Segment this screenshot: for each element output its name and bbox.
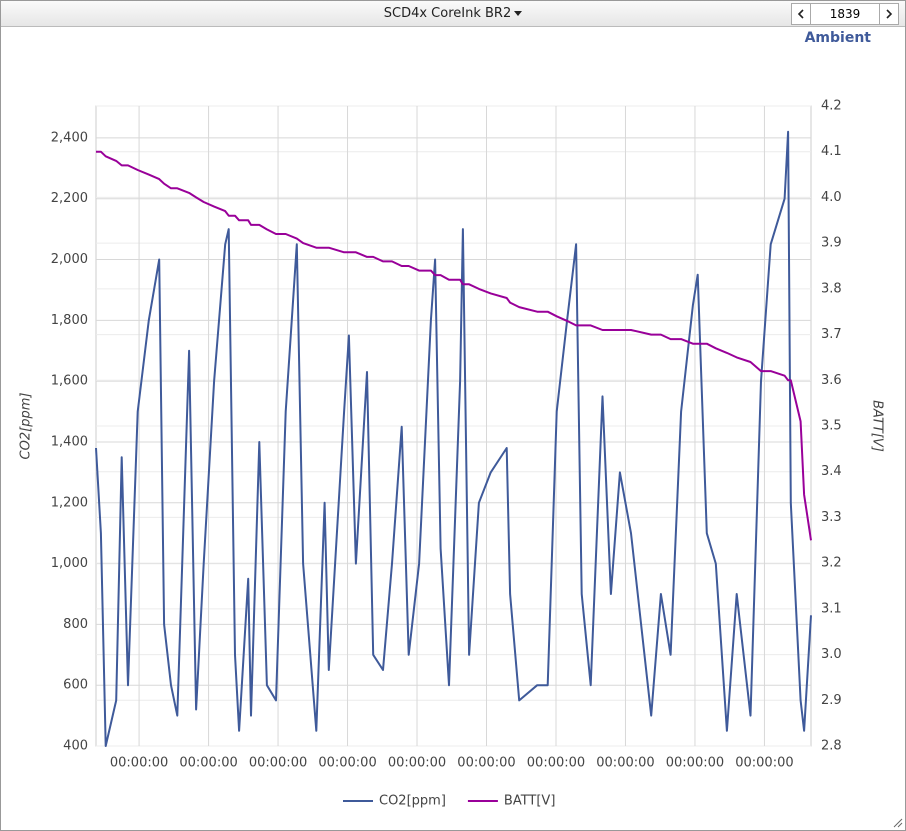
y-tick-label: 2,200 (51, 191, 88, 206)
prev-button[interactable] (792, 4, 810, 24)
x-tick-label: 00:00:00 (527, 756, 585, 771)
y-tick-label: 1,800 (51, 313, 88, 328)
y2-tick-label: 4.0 (821, 190, 842, 205)
y-tick-label: 1,400 (51, 434, 88, 449)
y-tick-label: 2,400 (51, 130, 88, 145)
panel-label: Ambient (804, 30, 871, 46)
x-tick-label: 00:00:00 (110, 756, 168, 771)
data-line (96, 150, 812, 541)
resize-grip[interactable] (893, 818, 903, 828)
y-tick-label: 400 (63, 739, 88, 754)
y-tick-label: 1,200 (51, 495, 88, 510)
device-select[interactable]: SCD4x CoreInk BR2 (1, 6, 905, 21)
y-tick-label: 2,000 (51, 252, 88, 267)
y2-tick-label: 3.3 (821, 510, 842, 525)
y2-tick-label: 3.7 (821, 327, 842, 342)
spinner: 1839 (791, 3, 899, 25)
data-line (95, 130, 812, 747)
y2-tick-label: 3.0 (821, 647, 842, 662)
x-tick-label: 00:00:00 (249, 756, 307, 771)
legend-label: CO2[ppm] (379, 794, 446, 809)
y2-tick-label: 3.6 (821, 373, 842, 388)
device-title[interactable]: SCD4x CoreInk BR2 (383, 6, 512, 21)
x-tick-label: 00:00:00 (596, 756, 654, 771)
y2-tick-label: 3.4 (821, 464, 842, 479)
y2-tick-label: 3.8 (821, 281, 842, 296)
y2-tick-label: 3.2 (821, 556, 842, 571)
y-tick-label: 800 (63, 617, 88, 632)
y2-tick-label: 3.5 (821, 419, 842, 434)
legend-label: BATT[V] (504, 794, 556, 809)
y-axis-label: CO2[ppm] (19, 393, 34, 460)
y2-tick-label: 2.8 (821, 739, 842, 754)
y-tick-label: 1,000 (51, 556, 88, 571)
counter[interactable]: 1839 (810, 4, 880, 24)
y2-tick-label: 4.1 (821, 144, 842, 159)
x-tick-label: 00:00:00 (666, 756, 724, 771)
next-button[interactable] (880, 4, 898, 24)
toolbar: SCD4x CoreInk BR2 1839 (1, 1, 905, 27)
y2-tick-label: 3.9 (821, 236, 842, 251)
y-tick-label: 1,600 (51, 374, 88, 389)
x-tick-label: 00:00:00 (735, 756, 793, 771)
x-tick-label: 00:00:00 (457, 756, 515, 771)
y2-axis-label: BATT[V] (870, 400, 885, 452)
y2-tick-label: 3.1 (821, 601, 842, 616)
y2-tick-label: 4.2 (821, 99, 842, 114)
x-tick-label: 00:00:00 (179, 756, 237, 771)
y-tick-label: 600 (63, 678, 88, 693)
x-tick-label: 00:00:00 (388, 756, 446, 771)
x-tick-label: 00:00:00 (318, 756, 376, 771)
dropdown-caret[interactable] (514, 11, 523, 16)
y2-tick-label: 2.9 (821, 693, 842, 708)
